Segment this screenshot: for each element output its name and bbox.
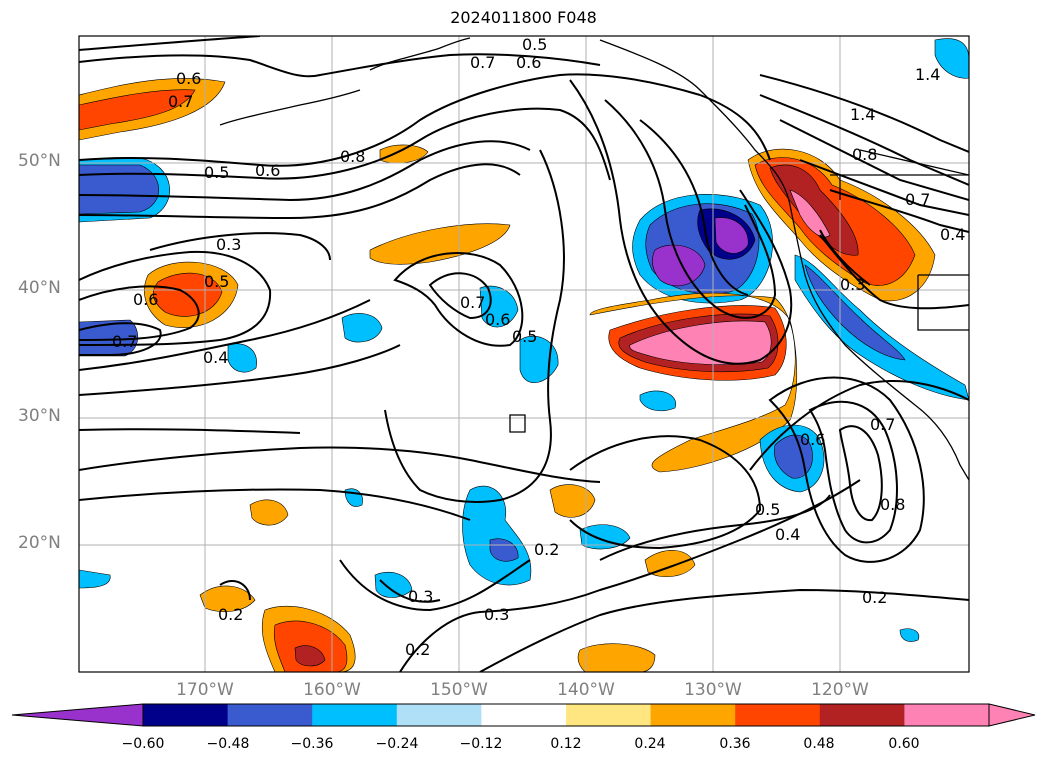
colorbar (11, 703, 1036, 727)
contour-label: 0.6 (485, 310, 510, 329)
colorbar-segment (396, 704, 482, 726)
contour-label: 0.2 (405, 640, 430, 659)
contour-label: 1.4 (915, 65, 940, 84)
lon-label-140w: 140°W (557, 680, 615, 700)
colorbar-segment (227, 704, 313, 726)
colorbar-tick-label: 0.12 (550, 736, 582, 752)
contour-lines (79, 36, 969, 672)
contour-label: 0.6 (516, 53, 541, 72)
shaded-anomaly-fill (79, 38, 969, 672)
contour-label: 0.4 (203, 348, 228, 367)
contour-label: 0.6 (133, 290, 158, 309)
lat-label-40n: 40°N (18, 278, 61, 298)
contour-label: 0.2 (218, 605, 243, 624)
contour-label: 0.2 (534, 540, 559, 559)
contour-label: 0.5 (522, 35, 547, 54)
colorbar-segment (143, 704, 229, 726)
contour-label: 0.7 (460, 293, 485, 312)
contour-label: 0.7 (112, 332, 137, 351)
colorbar-tick-label: −0.60 (121, 736, 165, 752)
contour-label: 0.5 (204, 272, 229, 291)
lat-label-30n: 30°N (18, 406, 61, 426)
colorbar-segment (735, 704, 821, 726)
colorbar-tick-label: −0.48 (206, 736, 250, 752)
contour-label: 0.8 (852, 145, 877, 164)
contour-label: 0.3 (840, 275, 865, 294)
contour-label: 0.8 (880, 495, 905, 514)
contour-label: 0.5 (512, 327, 537, 346)
contour-label: 0.5 (204, 163, 229, 182)
colorbar-tick-label: 0.24 (634, 736, 666, 752)
colorbar-segment (312, 704, 398, 726)
contour-label: 0.6 (176, 69, 201, 88)
colorbar-tick-label: 0.48 (803, 736, 835, 752)
lat-label-50n: 50°N (18, 151, 61, 171)
lon-label-170w: 170°W (176, 680, 234, 700)
contour-label: 0.7 (870, 415, 895, 434)
map-plot: 0.5 0.7 0.6 0.6 0.7 0.8 0.5 0.6 0.3 0.5 … (78, 35, 970, 673)
colorbar-tick-label: −0.24 (375, 736, 419, 752)
colorbar-segment (819, 704, 905, 726)
contour-label: 0.4 (940, 225, 965, 244)
lon-label-150w: 150°W (430, 680, 488, 700)
colorbar-tick-label: −0.12 (459, 736, 503, 752)
colorbar-tick-label: −0.36 (290, 736, 334, 752)
contour-label: 0.3 (216, 235, 241, 254)
contour-label: 0.5 (755, 500, 780, 519)
colorbar-segment (481, 704, 567, 726)
map-title: 2024011800 F048 (450, 8, 597, 27)
contour-label: 0.2 (862, 588, 887, 607)
colorbar-segments (11, 703, 1036, 727)
colorbar-extend-max (988, 703, 1036, 727)
lon-label-120w: 120°W (811, 680, 869, 700)
colorbar-segment (904, 704, 990, 726)
contour-label: 0.3 (408, 587, 433, 606)
lon-label-130w: 130°W (684, 680, 742, 700)
contour-label: 0.8 (340, 147, 365, 166)
colorbar-segment (650, 704, 736, 726)
contour-label: 0.7 (470, 53, 495, 72)
contour-label: 0.4 (775, 525, 800, 544)
contour-label: 0.7 (905, 190, 930, 209)
contour-label: 0.6 (255, 161, 280, 180)
colorbar-frame (142, 703, 990, 727)
contour-label: 0.6 (800, 430, 825, 449)
colorbar-tick-label: 0.60 (888, 736, 920, 752)
contour-label: 1.4 (850, 105, 875, 124)
colorbar-extend-min (11, 703, 144, 727)
contour-label-layer: 0.5 0.7 0.6 0.6 0.7 0.8 0.5 0.6 0.3 0.5 … (112, 35, 965, 659)
lat-label-20n: 20°N (18, 533, 61, 553)
lon-label-160w: 160°W (303, 680, 361, 700)
colorbar-tick-label: 0.36 (719, 736, 751, 752)
contour-label: 0.7 (168, 92, 193, 111)
plot-frame (78, 35, 970, 673)
contour-label: 0.3 (484, 605, 509, 624)
colorbar-segment (566, 704, 652, 726)
